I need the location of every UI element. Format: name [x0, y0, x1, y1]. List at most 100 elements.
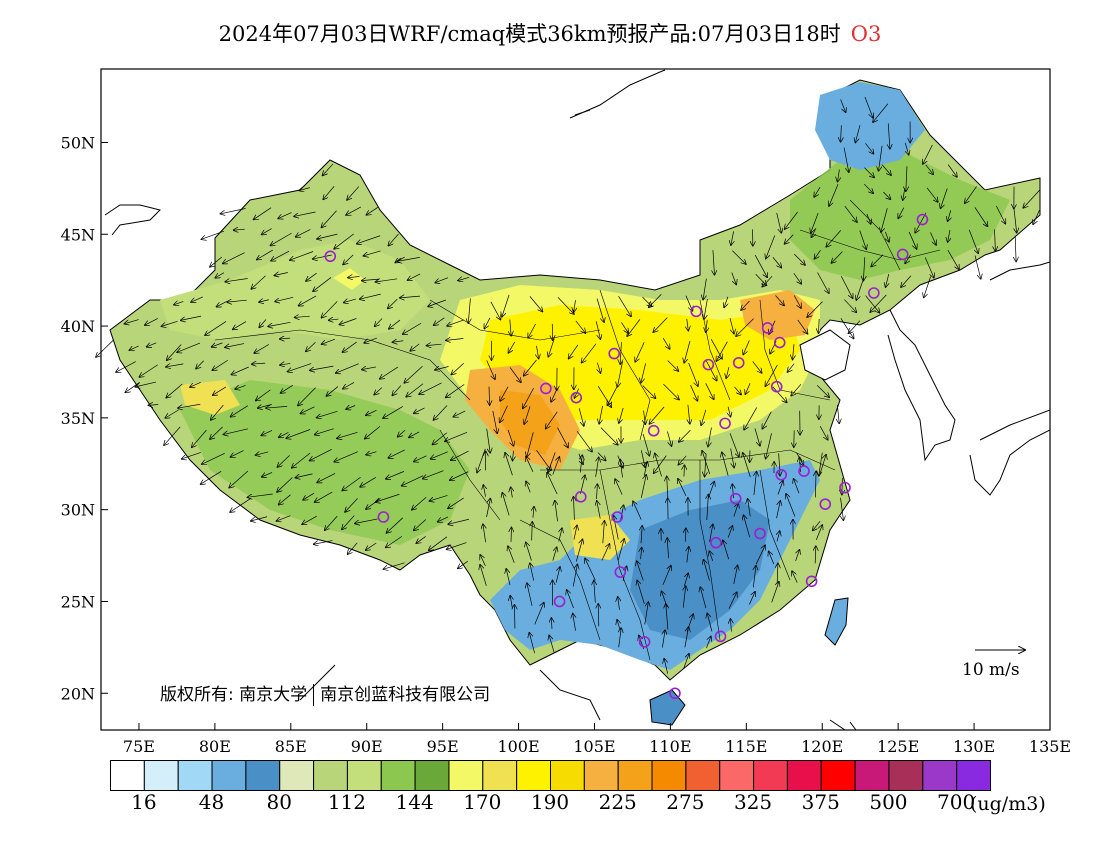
- wind-arrow: [730, 448, 734, 468]
- wind-arrow: [505, 453, 513, 476]
- wind-arrow: [766, 235, 776, 259]
- wind-arrow: [840, 318, 854, 338]
- legend-swatch: [617, 760, 653, 791]
- wind-arrow: [316, 410, 338, 417]
- wind-arrow: [392, 385, 402, 396]
- caspian-coast: [104, 204, 161, 236]
- wind-arrow: [572, 564, 577, 587]
- wind-arrow: [212, 359, 228, 370]
- wind-arrow: [728, 592, 737, 609]
- wind-arrow: [166, 383, 183, 398]
- wind-arrow: [300, 406, 315, 414]
- wind-arrow: [414, 519, 427, 531]
- legend-swatch: [448, 760, 484, 791]
- wind-arrow: [838, 169, 840, 182]
- wind-arrow: [811, 227, 817, 237]
- wind-arrow: [256, 389, 271, 401]
- wind-arrow: [744, 407, 758, 429]
- city-marker: [611, 511, 624, 523]
- wind-arrow: [513, 450, 514, 461]
- wind-arrow: [753, 566, 756, 588]
- xinjiang-zone: [160, 240, 430, 340]
- wind-arrow: [486, 360, 495, 380]
- wind-arrow: [748, 499, 751, 517]
- lat-tick-label: 20N: [61, 684, 95, 703]
- wind-arrow: [859, 230, 867, 250]
- wind-arrow: [736, 318, 754, 337]
- city-marker: [608, 347, 621, 360]
- wind-arrow: [996, 205, 1005, 224]
- wind-arrow: [400, 296, 420, 298]
- city-marker: [540, 382, 552, 395]
- wind-arrow: [412, 496, 427, 510]
- wind-arrow: [334, 451, 358, 462]
- latitude-axis: 50N 45N 40N 35N 30N 25N 20N: [61, 133, 108, 703]
- wind-arrow: [687, 318, 689, 331]
- wind-arrow: [362, 367, 377, 370]
- wind-arrow: [191, 296, 203, 302]
- city-marker: [324, 250, 337, 263]
- wind-arrow: [530, 563, 535, 581]
- wind-arrow: [326, 386, 339, 397]
- wind-arrow: [343, 382, 355, 388]
- title-text: 2024年07月03日WRF/cmaq模式36km预报产品:07月03日18时: [218, 22, 841, 46]
- wind-arrow: [708, 427, 712, 447]
- wind-arrow: [524, 406, 531, 424]
- taiwan-island: [824, 597, 849, 646]
- wind-arrow: [843, 147, 849, 173]
- color-legend-bar: [110, 760, 992, 791]
- wind-arrow: [433, 405, 448, 421]
- wind-arrow: [527, 432, 534, 457]
- wind-arrow: [182, 452, 201, 458]
- wind-arrow: [703, 560, 710, 581]
- wind-arrow: [295, 473, 313, 478]
- wind-arrow: [386, 536, 403, 547]
- wind-arrow: [177, 342, 201, 352]
- wind-arrow: [557, 427, 569, 448]
- wind-arrow: [662, 630, 665, 648]
- legend-tick-label: 112: [327, 790, 367, 814]
- wind-arrow: [555, 567, 560, 583]
- wind-arrow: [575, 320, 586, 333]
- wind-arrow: [596, 298, 604, 323]
- lon-tick-label: 125E: [877, 737, 919, 756]
- wind-arrow: [664, 659, 669, 674]
- wind-arrow: [428, 299, 447, 307]
- wind-arrow: [856, 278, 865, 300]
- city-marker: [916, 213, 929, 226]
- wind-arrow: [500, 405, 508, 423]
- wind-arrow: [526, 542, 532, 561]
- wind-arrow: [230, 498, 252, 512]
- wind-arrow: [594, 580, 595, 603]
- wind-arrow: [279, 432, 289, 437]
- wind-arrow: [965, 186, 977, 203]
- wind-arrow: [321, 301, 338, 317]
- wind-arrow: [317, 473, 336, 482]
- copyright-org2: 南京创蓝科技有限公司: [320, 685, 491, 705]
- wind-arrow: [603, 521, 605, 544]
- wind-arrow: [313, 277, 332, 291]
- legend-tick-label: 16: [131, 790, 157, 814]
- wind-arrow: [360, 476, 377, 487]
- wind-arrow: [346, 405, 356, 409]
- wind-arrow: [684, 340, 691, 363]
- wind-arrow: [216, 301, 227, 306]
- wind-arrow: [342, 341, 357, 352]
- wind-arrow: [613, 515, 619, 540]
- wind-arrow: [201, 230, 224, 239]
- wind-arrow: [480, 565, 487, 586]
- wind-arrow: [883, 191, 890, 199]
- wind-arrow: [202, 453, 225, 464]
- wind-arrow: [734, 386, 742, 395]
- wind-arrow: [533, 507, 534, 518]
- wind-arrow: [791, 384, 802, 395]
- wind-arrow: [707, 494, 709, 520]
- wind-arrow: [706, 636, 711, 649]
- wind-arrow: [366, 206, 379, 215]
- legend-tick-label: 225: [598, 790, 637, 814]
- wind-arrow: [489, 386, 490, 406]
- wind-arrow: [213, 386, 227, 395]
- legend-tick-label: 170: [463, 790, 502, 814]
- wind-arrow: [458, 560, 468, 568]
- wind-arrow: [328, 319, 339, 320]
